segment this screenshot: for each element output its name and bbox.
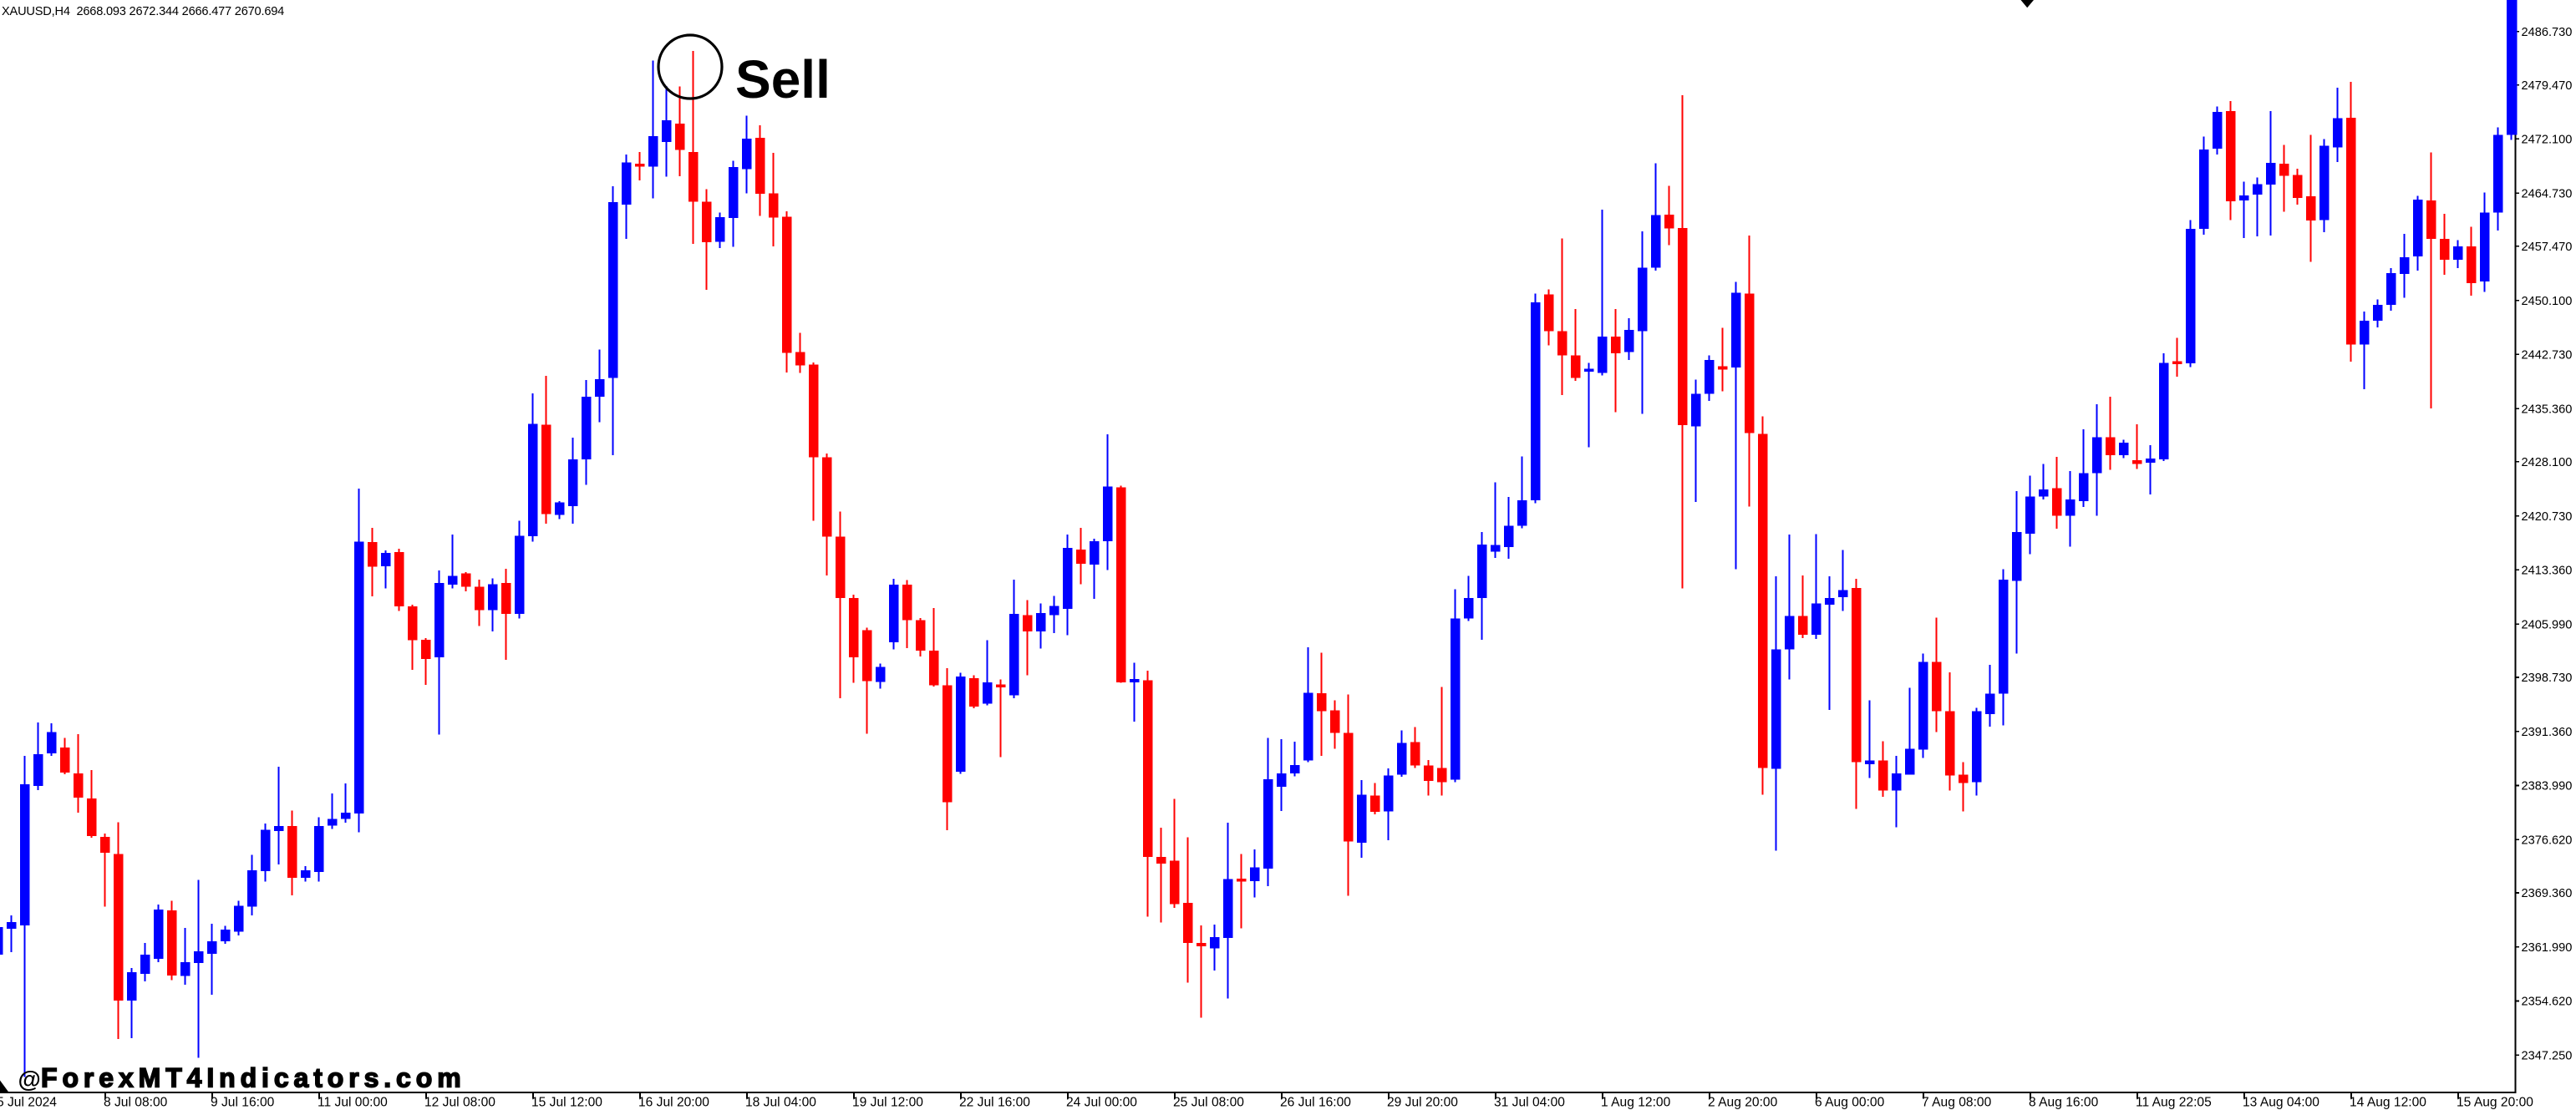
svg-text:2464.730: 2464.730 (2522, 187, 2573, 200)
svg-text:24 Jul 00:00: 24 Jul 00:00 (1066, 1096, 1137, 1110)
svg-text:22 Jul 16:00: 22 Jul 16:00 (959, 1096, 1030, 1110)
svg-text:29 Jul 20:00: 29 Jul 20:00 (1387, 1096, 1458, 1110)
svg-text:1 Aug 12:00: 1 Aug 12:00 (1601, 1096, 1671, 1110)
svg-text:2435.360: 2435.360 (2522, 403, 2573, 416)
svg-text:31 Jul 04:00: 31 Jul 04:00 (1494, 1096, 1565, 1110)
svg-text:2420.730: 2420.730 (2522, 510, 2573, 524)
svg-text:19 Jul 12:00: 19 Jul 12:00 (852, 1096, 923, 1110)
svg-text:2391.360: 2391.360 (2522, 726, 2573, 739)
svg-text:5 Jul 2024: 5 Jul 2024 (0, 1096, 57, 1110)
svg-text:2361.990: 2361.990 (2522, 941, 2573, 955)
svg-text:XAUUSD,H4 2668.093 2672.344 2: XAUUSD,H4 2668.093 2672.344 2666.477 267… (2, 5, 284, 18)
svg-text:2442.730: 2442.730 (2522, 349, 2573, 362)
svg-text:2486.730: 2486.730 (2522, 26, 2573, 39)
svg-text:2398.730: 2398.730 (2522, 672, 2573, 685)
svg-text:2428.100: 2428.100 (2522, 456, 2573, 469)
svg-text:26 Jul 16:00: 26 Jul 16:00 (1280, 1096, 1351, 1110)
svg-text:15 Aug 20:00: 15 Aug 20:00 (2457, 1096, 2533, 1110)
svg-text:2457.470: 2457.470 (2522, 241, 2573, 254)
svg-text:7 Aug 08:00: 7 Aug 08:00 (1922, 1096, 1992, 1110)
svg-text:2383.990: 2383.990 (2522, 780, 2573, 793)
svg-text:12 Jul 08:00: 12 Jul 08:00 (424, 1096, 495, 1110)
svg-text:2347.250: 2347.250 (2522, 1050, 2573, 1063)
svg-text:15 Jul 12:00: 15 Jul 12:00 (531, 1096, 602, 1110)
svg-text:16 Jul 20:00: 16 Jul 20:00 (638, 1096, 709, 1110)
svg-text:8 Jul 08:00: 8 Jul 08:00 (104, 1096, 168, 1110)
svg-text:18 Jul 04:00: 18 Jul 04:00 (745, 1096, 816, 1110)
svg-text:2479.470: 2479.470 (2522, 79, 2573, 93)
svg-text:11 Jul 00:00: 11 Jul 00:00 (318, 1096, 388, 1110)
svg-text:14 Aug 12:00: 14 Aug 12:00 (2350, 1096, 2426, 1110)
svg-text:Sell: Sell (735, 49, 831, 109)
svg-text:2354.620: 2354.620 (2522, 996, 2573, 1009)
svg-text:9 Jul 16:00: 9 Jul 16:00 (211, 1096, 275, 1110)
svg-text:2472.100: 2472.100 (2522, 134, 2573, 147)
svg-text:2450.100: 2450.100 (2522, 295, 2573, 308)
svg-text:2413.360: 2413.360 (2522, 565, 2573, 578)
svg-text:@: @ (18, 1067, 41, 1092)
svg-text:13 Aug 04:00: 13 Aug 04:00 (2243, 1096, 2319, 1110)
svg-text:ForexMT4Indicators.com: ForexMT4Indicators.com (41, 1063, 466, 1093)
svg-text:6 Aug 00:00: 6 Aug 00:00 (1815, 1096, 1885, 1110)
svg-text:2405.990: 2405.990 (2522, 618, 2573, 631)
svg-text:11 Aug 22:05: 11 Aug 22:05 (2136, 1096, 2212, 1110)
svg-text:25 Jul 08:00: 25 Jul 08:00 (1173, 1096, 1244, 1110)
svg-text:2376.620: 2376.620 (2522, 834, 2573, 847)
svg-text:2 Aug 20:00: 2 Aug 20:00 (1708, 1096, 1778, 1110)
svg-text:8 Aug 16:00: 8 Aug 16:00 (2029, 1096, 2099, 1110)
svg-text:2369.360: 2369.360 (2522, 887, 2573, 900)
